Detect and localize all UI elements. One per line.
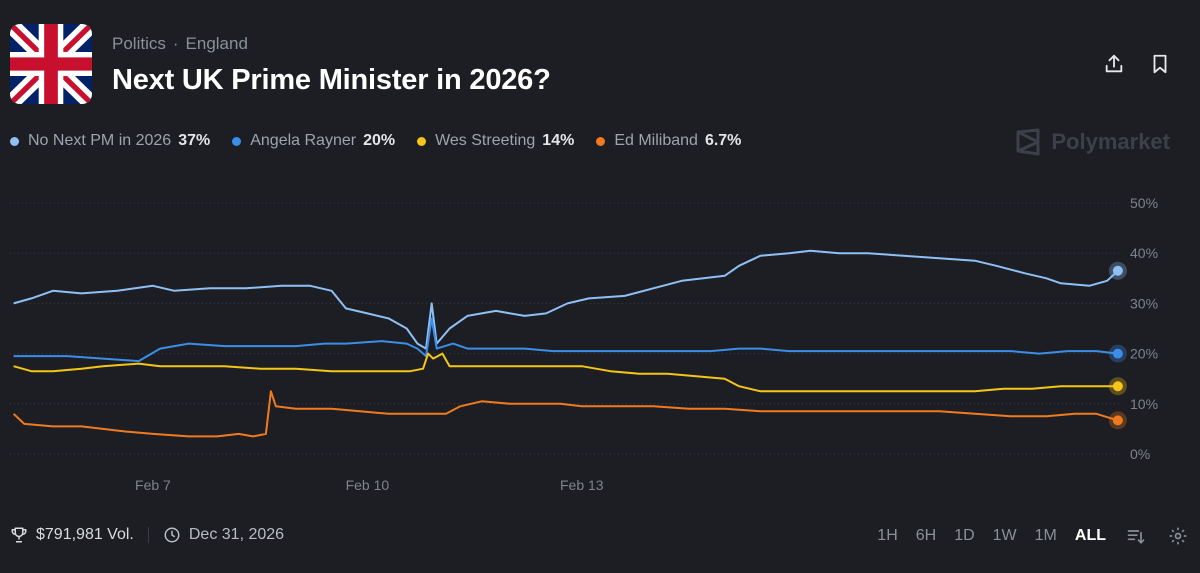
legend-value: 14% bbox=[542, 132, 575, 149]
breadcrumb-separator: · bbox=[172, 34, 179, 53]
breadcrumb-politics[interactable]: Politics bbox=[112, 34, 166, 53]
legend-item-wes-streeting: Wes Streeting 14% bbox=[417, 132, 574, 150]
y-tick-label: 50% bbox=[1130, 195, 1158, 211]
x-tick-label: Feb 7 bbox=[135, 477, 171, 493]
range-1d-button[interactable]: 1D bbox=[954, 527, 975, 544]
volume-info: $791,981 Vol. bbox=[10, 526, 134, 544]
y-tick-label: 30% bbox=[1130, 295, 1158, 311]
y-tick-label: 40% bbox=[1130, 245, 1158, 261]
y-tick-label: 20% bbox=[1130, 346, 1158, 362]
series-line bbox=[12, 390, 1119, 438]
chart-legend: No Next PM in 2026 37% Angela Rayner 20%… bbox=[10, 132, 741, 150]
trophy-icon bbox=[11, 527, 27, 543]
legend-dot bbox=[596, 136, 606, 146]
polymarket-logo-icon bbox=[1016, 128, 1040, 156]
end-date-info: Dec 31, 2026 bbox=[163, 526, 284, 544]
market-footer: $791,981 Vol. Dec 31, 2026 1H 6H 1D 1W 1… bbox=[10, 524, 1190, 552]
range-all-button[interactable]: ALL bbox=[1074, 527, 1106, 544]
legend-value: 6.7% bbox=[704, 132, 742, 149]
legend-item-angela-rayner: Angela Rayner 20% bbox=[232, 132, 395, 150]
settings-gear-icon[interactable] bbox=[1166, 524, 1190, 548]
price-history-chart[interactable]: 0% 10% 20% 30% 40% 50% Feb 7 Feb 10 Feb 13 bbox=[0, 180, 1200, 510]
y-tick-label: 10% bbox=[1130, 396, 1158, 412]
market-header: Politics · England Next UK Prime Minister … bbox=[10, 24, 1190, 106]
series-line bbox=[13, 317, 1119, 363]
brand-name: Polymarket bbox=[1051, 129, 1170, 154]
y-tick-label: 0% bbox=[1130, 446, 1150, 462]
x-tick-label: Feb 13 bbox=[560, 477, 604, 493]
legend-dot bbox=[417, 136, 427, 146]
polymarket-logo: Polymarket bbox=[1015, 128, 1170, 156]
series-end-marker bbox=[1112, 381, 1123, 392]
legend-item-no-next-pm: No Next PM in 2026 37% bbox=[10, 132, 210, 150]
page-title: Next UK Prime Minister in 2026? bbox=[112, 64, 551, 96]
bookmark-icon[interactable] bbox=[1148, 52, 1172, 76]
legend-item-ed-miliband: Ed Miliband 6.7% bbox=[596, 132, 741, 150]
series-end-marker bbox=[1112, 415, 1123, 426]
y-axis-labels: 0% 10% 20% 30% 40% 50% bbox=[1130, 195, 1158, 462]
series-line bbox=[13, 352, 1118, 393]
legend-name: No Next PM in 2026 bbox=[28, 132, 172, 149]
range-6h-button[interactable]: 6H bbox=[915, 527, 937, 544]
chart-series bbox=[12, 249, 1127, 438]
x-axis-labels: Feb 7 Feb 10 Feb 13 bbox=[135, 477, 604, 493]
clock-icon bbox=[164, 527, 180, 543]
range-1w-button[interactable]: 1W bbox=[992, 527, 1017, 544]
series-end-marker bbox=[1112, 265, 1123, 276]
legend-name: Ed Miliband bbox=[614, 132, 698, 149]
sort-filter-icon[interactable] bbox=[1124, 524, 1148, 548]
legend-dot bbox=[232, 136, 242, 146]
range-1h-button[interactable]: 1H bbox=[877, 527, 898, 544]
x-tick-label: Feb 10 bbox=[346, 477, 390, 493]
chart-grid bbox=[10, 202, 1120, 455]
volume-text: $791,981 Vol. bbox=[36, 526, 134, 543]
range-1m-button[interactable]: 1M bbox=[1034, 527, 1057, 544]
legend-name: Angela Rayner bbox=[250, 132, 357, 149]
breadcrumb: Politics · England bbox=[112, 34, 248, 54]
legend-value: 37% bbox=[178, 132, 211, 149]
series-line bbox=[13, 249, 1119, 350]
breadcrumb-england[interactable]: England bbox=[185, 34, 248, 53]
end-date-text: Dec 31, 2026 bbox=[188, 526, 285, 543]
header-actions bbox=[1102, 52, 1172, 76]
footer-divider bbox=[147, 527, 149, 543]
legend-name: Wes Streeting bbox=[435, 132, 536, 149]
series-end-marker bbox=[1112, 348, 1123, 359]
legend-value: 20% bbox=[363, 132, 396, 149]
share-icon[interactable] bbox=[1102, 52, 1126, 76]
uk-flag-icon bbox=[10, 24, 92, 104]
time-range-selector: 1H 6H 1D 1W 1M ALL bbox=[877, 524, 1190, 548]
legend-dot bbox=[10, 136, 19, 146]
